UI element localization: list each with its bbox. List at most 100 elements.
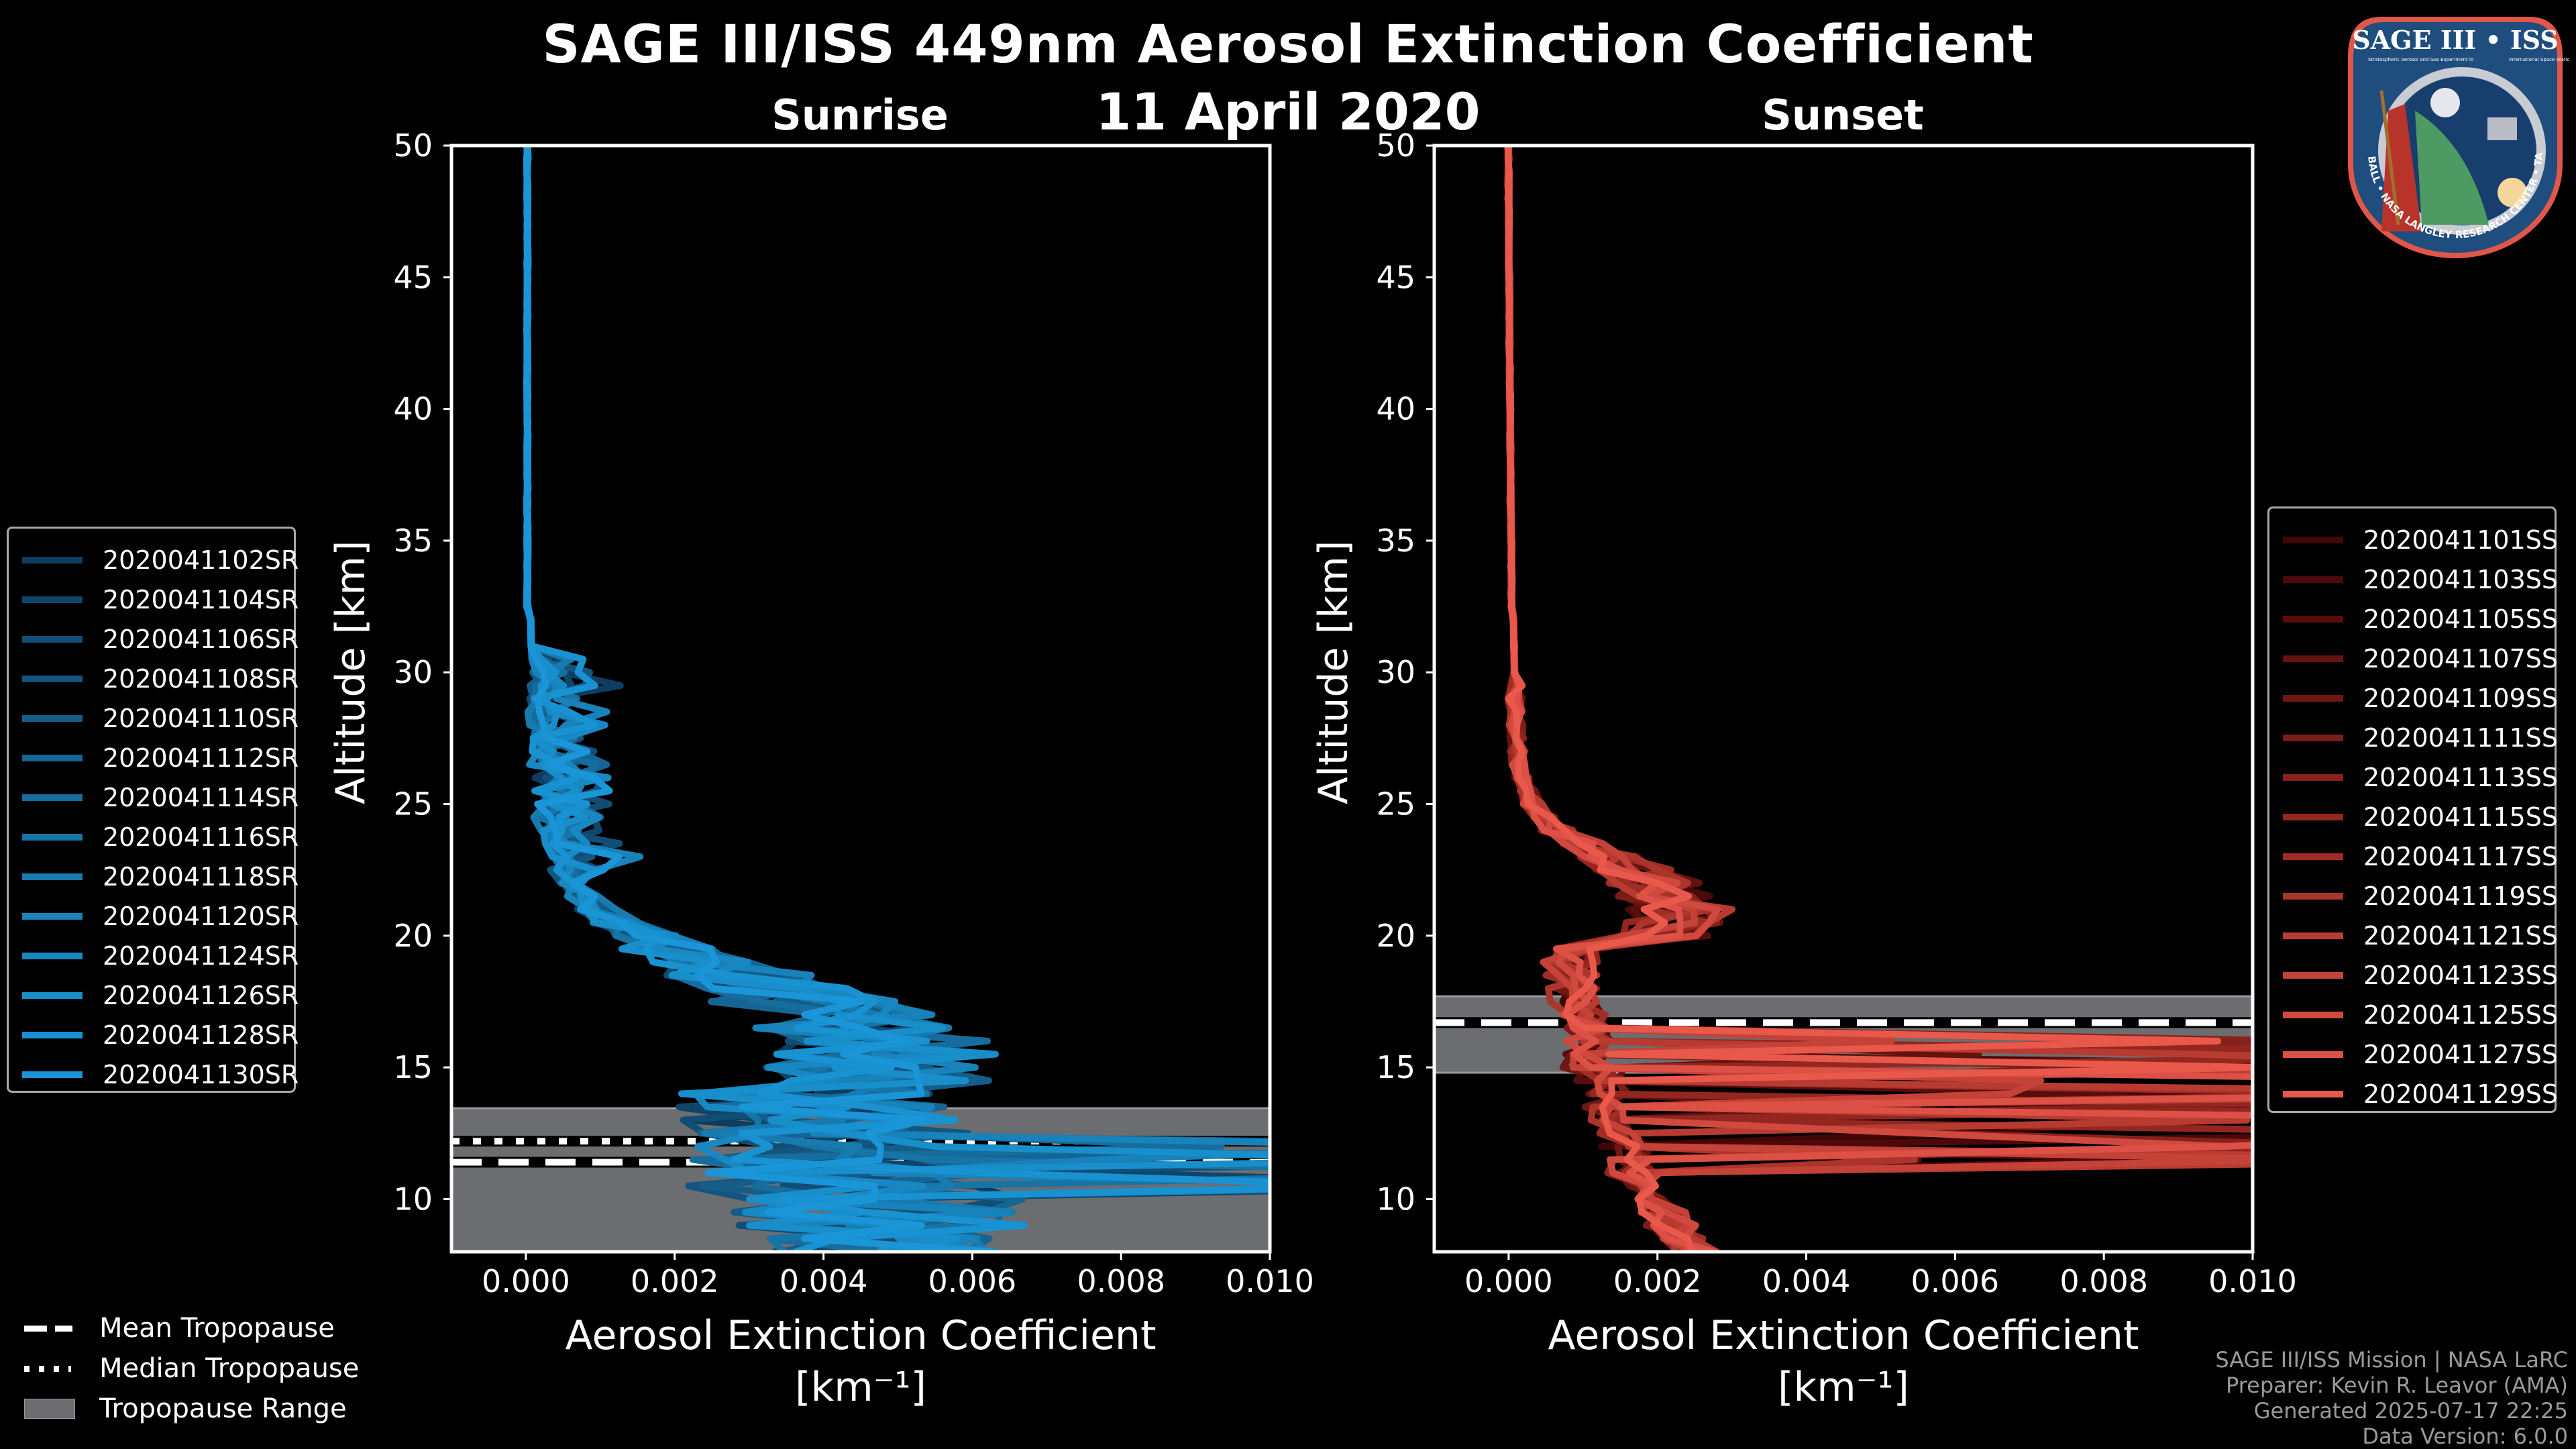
y-axis-label: Altitude [km] bbox=[1310, 540, 1357, 804]
legend-item: 2020041127SS bbox=[2269, 1038, 2558, 1071]
logo-subtitle-right: International Space Station bbox=[2509, 57, 2569, 62]
main-title: SAGE III/ISS 449nm Aerosol Extinction Co… bbox=[542, 15, 2034, 75]
profile-line-2020041104SR bbox=[523, 146, 1270, 1252]
legend-line-swatch-icon bbox=[22, 834, 83, 841]
y-tick-label: 10 bbox=[1376, 1181, 1415, 1217]
legend-item: 2020041124SR bbox=[9, 939, 299, 973]
profile-line-2020041129SS bbox=[1504, 146, 2253, 1252]
footer-credits: SAGE III/ISS Mission | NASA LaRC Prepare… bbox=[2215, 1347, 2568, 1449]
legend-item: 2020041103SS bbox=[2269, 563, 2558, 596]
y-tick-label: 20 bbox=[393, 918, 433, 954]
legend-label: 2020041124SR bbox=[103, 941, 299, 971]
x-tick-label: 0.000 bbox=[1464, 1263, 1553, 1299]
legend-label: 2020041107SS bbox=[2363, 644, 2559, 674]
legend-line-swatch-icon bbox=[2283, 1091, 2343, 1097]
legend-label: Tropopause Range bbox=[99, 1393, 347, 1424]
dotted-line-icon bbox=[20, 1358, 76, 1379]
y-tick-label: 35 bbox=[1376, 523, 1415, 559]
legend-line-swatch-icon bbox=[2283, 616, 2343, 623]
legend-mean-tropopause: Mean Tropopause bbox=[20, 1308, 359, 1348]
legend-item: 2020041121SS bbox=[2269, 919, 2558, 953]
sunrise-panel-title: Sunrise bbox=[771, 91, 949, 140]
logo-subtitle-left: Stratospheric Aerosol and Gas Experiment… bbox=[2368, 57, 2473, 62]
y-tick-label: 50 bbox=[393, 127, 433, 164]
legend-line-swatch-icon bbox=[2283, 853, 2343, 860]
legend-line-swatch-icon bbox=[22, 913, 83, 920]
legend-line-swatch-icon bbox=[22, 596, 83, 603]
legend-item: 2020041109SS bbox=[2269, 682, 2558, 715]
logo-ring bbox=[2378, 67, 2546, 235]
y-tick-label: 30 bbox=[393, 654, 433, 690]
sun-icon bbox=[2498, 178, 2527, 207]
legend-item: 2020041107SS bbox=[2269, 642, 2558, 676]
legend-item: 2020041130SR bbox=[9, 1058, 299, 1091]
legend-label: 2020041104SR bbox=[103, 585, 299, 614]
iss-icon bbox=[2487, 117, 2517, 140]
sunset-plot: 10 15 20 25 30 35 40 45 50 0.000 0.002 0.004 0.006 0.… bbox=[1310, 127, 2297, 1411]
x-tick-label: 0.006 bbox=[928, 1263, 1017, 1299]
x-tick-label: 0.004 bbox=[780, 1263, 868, 1299]
legend-label: 2020041106SR bbox=[103, 625, 299, 654]
legend-label: 2020041103SS bbox=[2363, 565, 2559, 594]
legend-line-swatch-icon bbox=[22, 715, 83, 722]
x-tick-label: 0.008 bbox=[1077, 1263, 1165, 1299]
legend-label: 2020041108SR bbox=[103, 664, 299, 694]
dashed-line-icon bbox=[20, 1318, 76, 1338]
x-tick-label: 0.002 bbox=[631, 1263, 719, 1299]
x-tick-label: 0.000 bbox=[482, 1263, 570, 1299]
legend-item: 2020041110SR bbox=[9, 702, 299, 735]
legend-item: 2020041116SR bbox=[9, 820, 299, 854]
tropopause-legend: Mean Tropopause Median Tropopause Tropop… bbox=[20, 1308, 359, 1429]
legend-item: 2020041115SS bbox=[2269, 800, 2558, 834]
legend-item: 2020041128SR bbox=[9, 1018, 299, 1052]
footer-generated: Generated 2025-07-17 22:25 bbox=[2253, 1398, 2568, 1424]
legend-label: 2020041120SR bbox=[103, 902, 299, 931]
x-tick-label: 0.002 bbox=[1613, 1263, 1702, 1299]
logo-title: SAGE III • ISS bbox=[2352, 25, 2558, 55]
legend-label: 2020041112SR bbox=[103, 743, 299, 773]
legend-item: 2020041123SS bbox=[2269, 959, 2558, 992]
footer-preparer: Preparer: Kevin R. Leavor (AMA) bbox=[2225, 1373, 2568, 1398]
x-tick-label: 0.010 bbox=[2208, 1263, 2297, 1299]
legend-item: 2020041105SS bbox=[2269, 602, 2558, 636]
y-tick-label: 35 bbox=[393, 523, 433, 559]
legend-label: 2020041119SS bbox=[2363, 881, 2559, 911]
legend-line-swatch-icon bbox=[22, 794, 83, 801]
legend-line-swatch-icon bbox=[2283, 774, 2343, 781]
x-axis-units: [km⁻¹] bbox=[1778, 1364, 1909, 1411]
legend-line-swatch-icon bbox=[2283, 1051, 2343, 1058]
y-tick-label: 45 bbox=[1376, 259, 1415, 295]
legend-item: 2020041104SR bbox=[9, 583, 299, 616]
legend-label: 2020041110SR bbox=[103, 704, 299, 733]
legend-item: 2020041108SR bbox=[9, 662, 299, 696]
legend-label: 2020041118SR bbox=[103, 862, 299, 892]
legend-line-swatch-icon bbox=[2283, 695, 2343, 702]
legend-label: 2020041129SS bbox=[2363, 1079, 2559, 1109]
y-tick-label: 30 bbox=[1376, 654, 1415, 690]
range-swatch-icon bbox=[20, 1399, 76, 1419]
sunrise-plot: 10 15 20 25 30 35 40 45 50 0.000 0.002 0.004 0.006 0.… bbox=[327, 127, 1314, 1411]
y-tick-label: 10 bbox=[393, 1181, 433, 1217]
y-tick-label: 40 bbox=[1376, 391, 1415, 427]
legend-label: 2020041130SR bbox=[103, 1060, 299, 1089]
legend-label: 2020041123SS bbox=[2363, 961, 2559, 990]
legend-label: 2020041102SR bbox=[103, 545, 299, 575]
x-axis-label: Aerosol Extinction Coefficient bbox=[566, 1312, 1157, 1359]
y-tick-label: 15 bbox=[1376, 1049, 1415, 1085]
legend-line-swatch-icon bbox=[22, 1071, 83, 1078]
legend-label: 2020041111SS bbox=[2363, 723, 2559, 753]
staff-icon bbox=[2379, 90, 2400, 225]
legend-label: 2020041116SR bbox=[103, 822, 299, 852]
legend-line-swatch-icon bbox=[2283, 893, 2343, 900]
legend-item: 2020041101SS bbox=[2269, 523, 2558, 557]
footer-mission: SAGE III/ISS Mission | NASA LaRC bbox=[2215, 1347, 2568, 1373]
legend-item: 2020041114SR bbox=[9, 781, 299, 814]
legend-item: 2020041118SR bbox=[9, 860, 299, 894]
x-axis-label: Aerosol Extinction Coefficient bbox=[1548, 1312, 2139, 1359]
legend-label: 2020041126SR bbox=[103, 981, 299, 1010]
profile-line-2020041112SR bbox=[523, 146, 1270, 1252]
legend-line-swatch-icon bbox=[2283, 1012, 2343, 1018]
legend-line-swatch-icon bbox=[22, 873, 83, 880]
legend-item: 2020041117SS bbox=[2269, 840, 2558, 873]
legend-item: 2020041119SS bbox=[2269, 879, 2558, 913]
